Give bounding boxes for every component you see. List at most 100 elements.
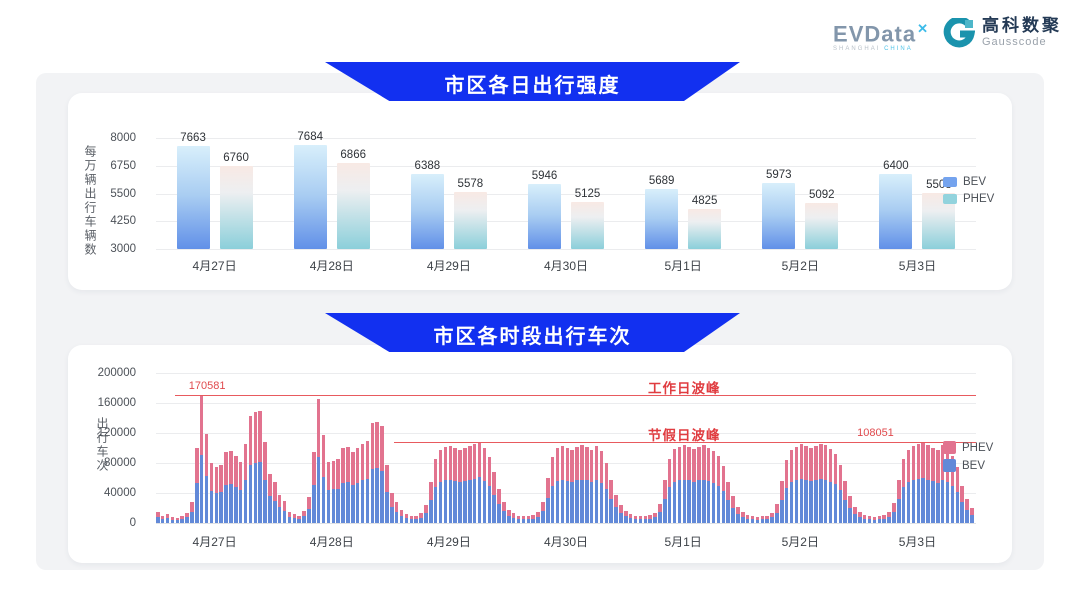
hourly-stacked-bar[interactable] — [550, 457, 555, 523]
hourly-stacked-bar[interactable] — [585, 446, 589, 523]
hourly-stacked-bar[interactable] — [541, 502, 545, 523]
hourly-stacked-bar[interactable] — [560, 445, 565, 523]
hourly-stacked-bar[interactable] — [214, 466, 219, 523]
hourly-stacked-bar[interactable] — [828, 448, 833, 523]
hourly-stacked-bar[interactable] — [823, 445, 828, 523]
hourly-stacked-bar[interactable] — [482, 448, 487, 523]
hourly-stacked-bar[interactable] — [663, 479, 667, 523]
hourly-stacked-bar[interactable] — [307, 496, 311, 523]
hourly-stacked-bar[interactable] — [604, 463, 609, 523]
hourly-stacked-bar[interactable] — [760, 516, 765, 523]
hourly-stacked-bar[interactable] — [619, 505, 623, 523]
hourly-stacked-bar[interactable] — [687, 447, 691, 523]
hourly-stacked-bar[interactable] — [429, 481, 433, 523]
hourly-stacked-bar[interactable] — [243, 444, 248, 523]
hourly-stacked-bar[interactable] — [570, 449, 574, 523]
bar-phev[interactable] — [453, 191, 487, 249]
hourly-stacked-bar[interactable] — [292, 514, 297, 523]
hourly-stacked-bar[interactable] — [789, 449, 794, 523]
bar-phev[interactable] — [570, 201, 604, 249]
hourly-stacked-bar[interactable] — [321, 435, 326, 523]
hourly-stacked-bar[interactable] — [365, 440, 370, 523]
hourly-stacked-bar[interactable] — [516, 515, 521, 523]
hourly-stacked-bar[interactable] — [711, 451, 716, 523]
hourly-stacked-bar[interactable] — [546, 478, 550, 523]
hourly-stacked-bar[interactable] — [609, 479, 613, 523]
bar-phev[interactable] — [688, 208, 722, 249]
hourly-stacked-bar[interactable] — [316, 399, 321, 523]
hourly-stacked-bar[interactable] — [867, 516, 872, 523]
hourly-stacked-bar[interactable] — [833, 454, 838, 523]
hourly-stacked-bar[interactable] — [394, 502, 399, 523]
hourly-stacked-bar[interactable] — [809, 448, 813, 523]
hourly-stacked-bar[interactable] — [858, 511, 862, 523]
hourly-stacked-bar[interactable] — [804, 445, 808, 523]
hourly-stacked-bar[interactable] — [848, 496, 852, 523]
hourly-stacked-bar[interactable] — [887, 511, 891, 523]
hourly-stacked-bar[interactable] — [697, 446, 701, 523]
hourly-stacked-bar[interactable] — [204, 433, 209, 523]
bar-bev[interactable] — [645, 189, 679, 249]
hourly-stacked-bar[interactable] — [882, 514, 886, 523]
hourly-stacked-bar[interactable] — [721, 466, 726, 523]
bar-bev[interactable] — [879, 173, 913, 249]
hourly-stacked-bar[interactable] — [599, 451, 604, 523]
hourly-stacked-bar[interactable] — [716, 455, 721, 523]
hourly-stacked-bar[interactable] — [287, 511, 292, 523]
hourly-stacked-bar[interactable] — [477, 442, 482, 523]
hourly-stacked-bar[interactable] — [638, 516, 643, 523]
hourly-stacked-bar[interactable] — [409, 515, 414, 523]
hourly-stacked-bar[interactable] — [614, 494, 618, 523]
hourly-stacked-bar[interactable] — [229, 451, 233, 523]
hourly-stacked-bar[interactable] — [351, 451, 355, 523]
hourly-stacked-bar[interactable] — [965, 499, 969, 523]
hourly-stacked-bar[interactable] — [472, 444, 477, 523]
hourly-stacked-bar[interactable] — [160, 515, 165, 523]
hourly-stacked-bar[interactable] — [555, 448, 560, 523]
hourly-stacked-bar[interactable] — [970, 508, 974, 523]
hourly-stacked-bar[interactable] — [507, 509, 511, 523]
hourly-stacked-bar[interactable] — [175, 517, 180, 523]
hourly-stacked-bar[interactable] — [497, 489, 501, 523]
hourly-stacked-bar[interactable] — [448, 445, 453, 523]
hourly-stacked-bar[interactable] — [926, 445, 930, 523]
hourly-stacked-bar[interactable] — [331, 460, 336, 523]
hourly-stacked-bar[interactable] — [414, 515, 418, 523]
hourly-stacked-bar[interactable] — [190, 502, 194, 523]
hourly-stacked-bar[interactable] — [463, 448, 467, 523]
hourly-stacked-bar[interactable] — [180, 516, 184, 523]
hourly-stacked-bar[interactable] — [643, 516, 648, 523]
hourly-stacked-bar[interactable] — [755, 517, 760, 523]
hourly-stacked-bar[interactable] — [209, 463, 214, 523]
hourly-stacked-bar[interactable] — [872, 517, 877, 523]
hourly-stacked-bar[interactable] — [453, 448, 457, 523]
hourly-stacked-bar[interactable] — [302, 511, 306, 523]
hourly-stacked-bar[interactable] — [492, 472, 496, 523]
hourly-stacked-bar[interactable] — [458, 449, 462, 523]
hourly-stacked-bar[interactable] — [526, 516, 531, 523]
hourly-stacked-bar[interactable] — [706, 448, 711, 523]
hourly-stacked-bar[interactable] — [916, 443, 921, 523]
hourly-stacked-bar[interactable] — [399, 509, 404, 523]
hourly-stacked-bar[interactable] — [468, 445, 472, 523]
hourly-stacked-bar[interactable] — [511, 513, 516, 523]
legend-item-bev[interactable]: BEV — [943, 176, 994, 188]
hourly-stacked-bar[interactable] — [692, 448, 696, 523]
hourly-stacked-bar[interactable] — [424, 505, 428, 523]
hourly-stacked-bar[interactable] — [263, 442, 267, 523]
hourly-stacked-bar[interactable] — [238, 462, 243, 523]
hourly-stacked-bar[interactable] — [385, 464, 389, 523]
hourly-stacked-bar[interactable] — [702, 445, 706, 523]
hourly-stacked-bar[interactable] — [672, 448, 677, 523]
hourly-stacked-bar[interactable] — [594, 445, 599, 523]
hourly-stacked-bar[interactable] — [185, 512, 189, 523]
hourly-stacked-bar[interactable] — [234, 455, 238, 523]
hourly-stacked-bar[interactable] — [667, 458, 672, 523]
hourly-stacked-bar[interactable] — [390, 493, 394, 523]
hourly-stacked-bar[interactable] — [775, 504, 779, 523]
hourly-stacked-bar[interactable] — [224, 451, 228, 523]
hourly-stacked-bar[interactable] — [633, 515, 638, 523]
hourly-stacked-bar[interactable] — [170, 517, 175, 523]
hourly-stacked-bar[interactable] — [297, 515, 301, 523]
bar-bev[interactable] — [762, 183, 796, 249]
